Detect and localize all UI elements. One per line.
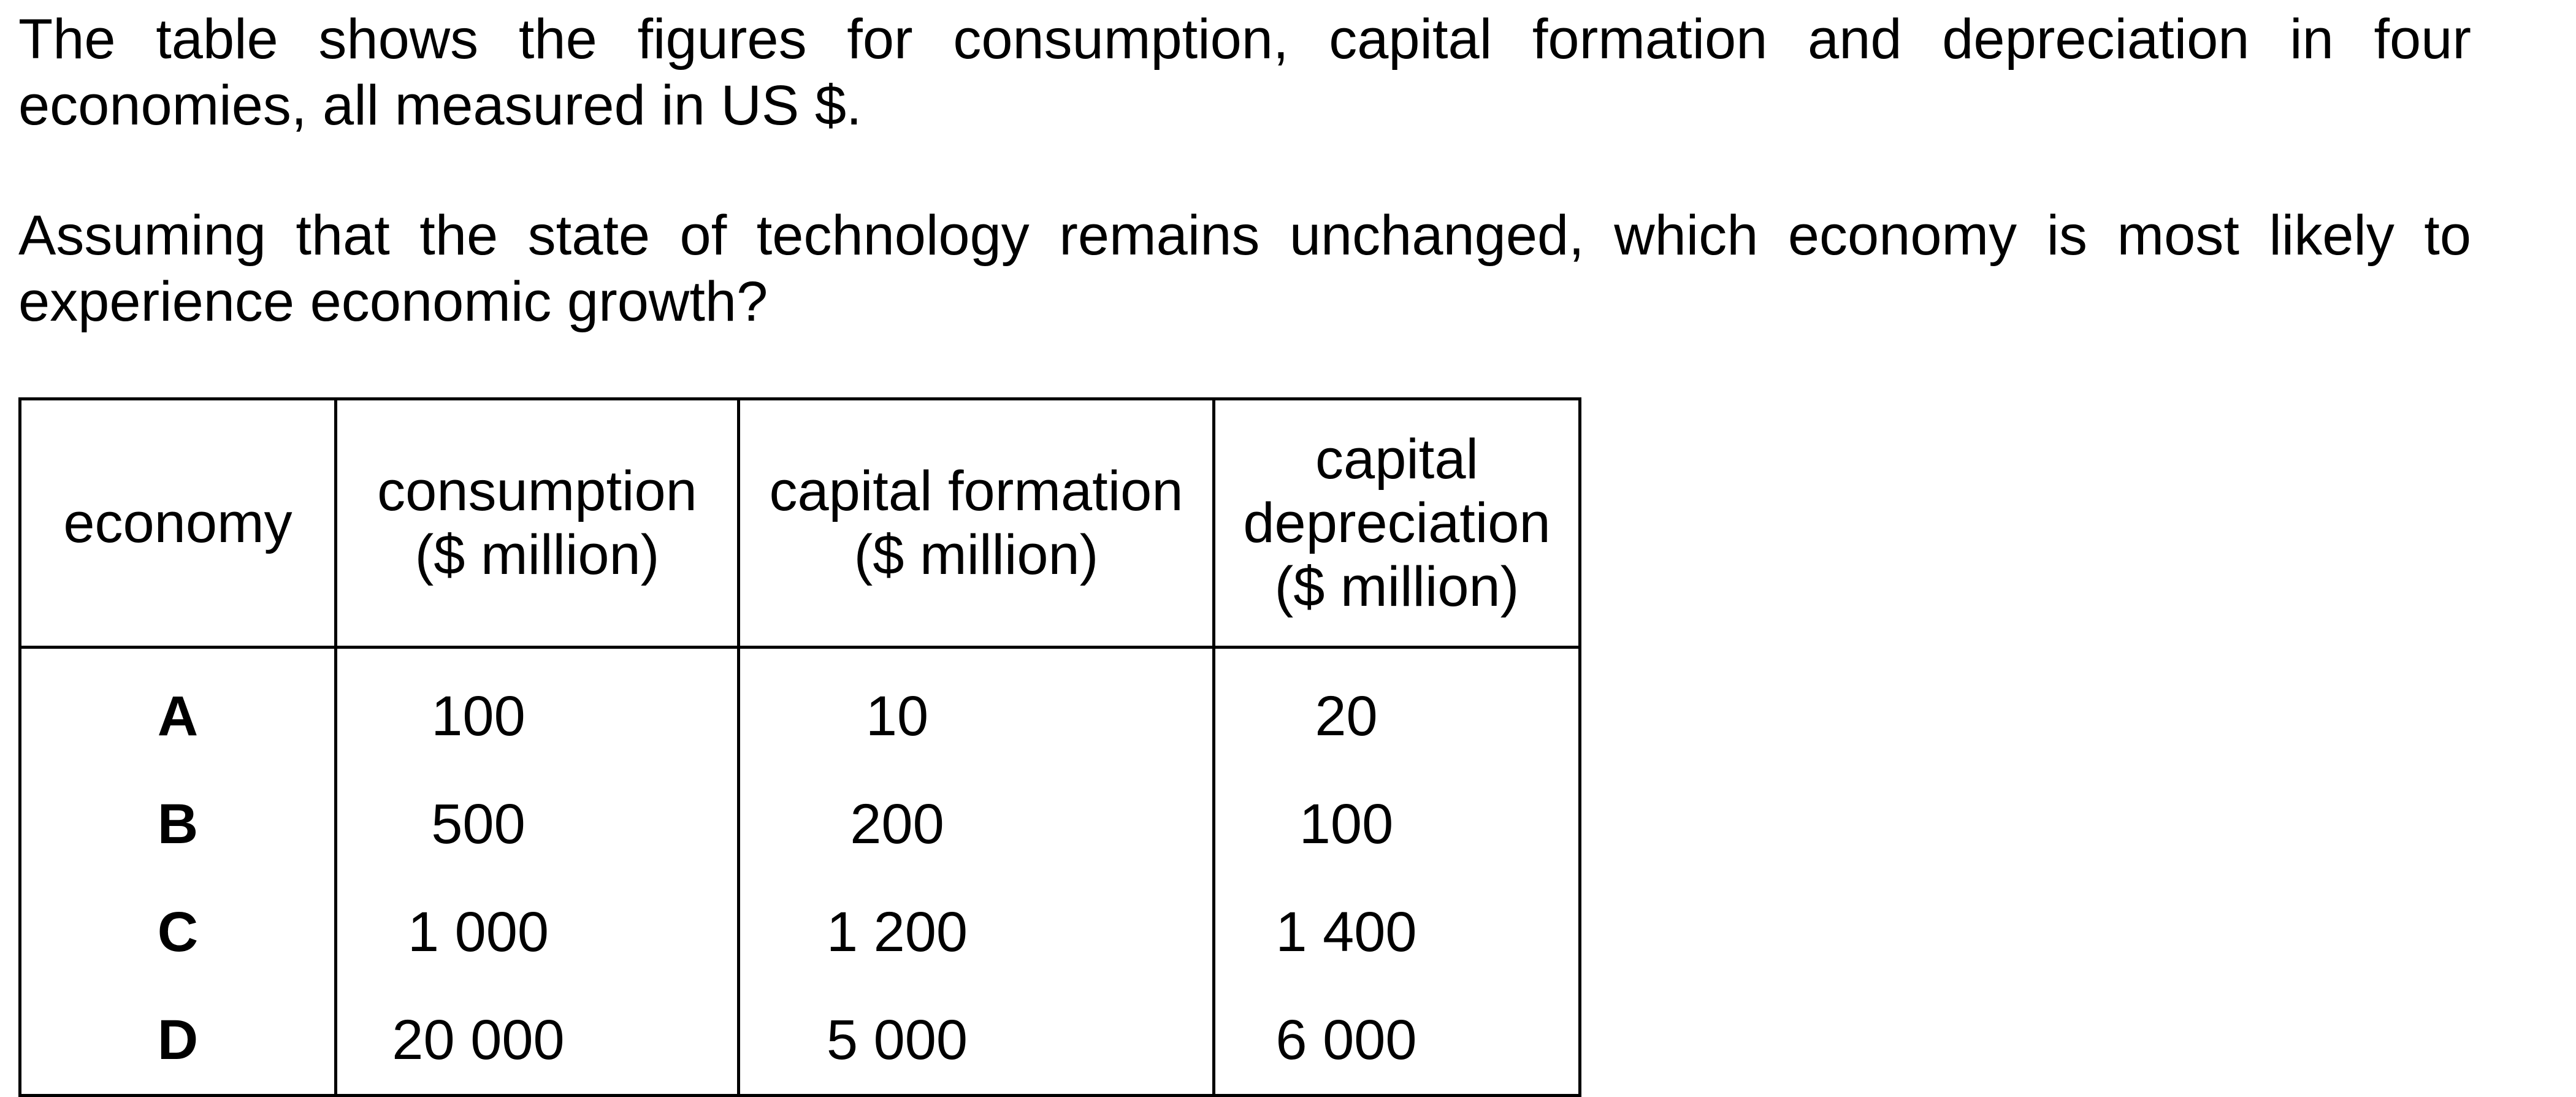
economies-table: economy consumption ($ million) capital … bbox=[18, 397, 1581, 1097]
capital-formation-cell: 5 000 bbox=[737, 986, 1215, 1097]
table-row: A 100 10 20 bbox=[18, 647, 1581, 770]
table-row: D 20 000 5 000 6 000 bbox=[18, 986, 1581, 1097]
header-capital-depreciation-line-3: ($ million) bbox=[1274, 556, 1519, 618]
capital-formation-cell: 10 bbox=[737, 647, 1215, 770]
header-consumption-line-1: consumption bbox=[377, 460, 697, 522]
capital-depreciation-cell: 1 400 bbox=[1212, 878, 1581, 986]
economy-cell: C bbox=[18, 878, 337, 986]
intro-line-1: The table shows the figures for consumpt… bbox=[18, 8, 2471, 71]
header-capital-formation: capital formation ($ million) bbox=[737, 397, 1215, 649]
table-row: B 500 200 100 bbox=[18, 770, 1581, 878]
capital-depreciation-cell: 20 bbox=[1212, 647, 1581, 770]
header-capital-formation-line-2: ($ million) bbox=[854, 524, 1099, 586]
header-consumption: consumption ($ million) bbox=[334, 397, 740, 649]
header-capital-formation-line-1: capital formation bbox=[769, 460, 1183, 522]
economy-cell: A bbox=[18, 647, 337, 770]
intro-paragraph: The table shows the figures for consumpt… bbox=[18, 6, 2471, 139]
question-line-2: experience economic growth? bbox=[18, 270, 768, 333]
consumption-cell: 1 000 bbox=[334, 878, 740, 986]
table-row: C 1 000 1 200 1 400 bbox=[18, 878, 1581, 986]
header-economy-line: economy bbox=[63, 492, 292, 554]
intro-line-2: economies, all measured in US $. bbox=[18, 74, 862, 137]
header-economy: economy bbox=[18, 397, 337, 649]
consumption-cell: 500 bbox=[334, 770, 740, 878]
question-line-1: Assuming that the state of technology re… bbox=[18, 204, 2471, 267]
capital-depreciation-cell: 100 bbox=[1212, 770, 1581, 878]
capital-formation-cell: 1 200 bbox=[737, 878, 1215, 986]
header-capital-depreciation: capital depreciation ($ million) bbox=[1212, 397, 1581, 649]
economy-cell: B bbox=[18, 770, 337, 878]
table-header-row: economy consumption ($ million) capital … bbox=[18, 397, 1581, 649]
header-capital-depreciation-line-1: capital bbox=[1315, 428, 1478, 491]
header-capital-depreciation-line-2: depreciation bbox=[1243, 492, 1551, 554]
capital-depreciation-cell: 6 000 bbox=[1212, 986, 1581, 1097]
consumption-cell: 100 bbox=[334, 647, 740, 770]
consumption-cell: 20 000 bbox=[334, 986, 740, 1097]
economy-cell: D bbox=[18, 986, 337, 1097]
question-paragraph: Assuming that the state of technology re… bbox=[18, 202, 2471, 335]
capital-formation-cell: 200 bbox=[737, 770, 1215, 878]
header-consumption-line-2: ($ million) bbox=[415, 524, 660, 586]
